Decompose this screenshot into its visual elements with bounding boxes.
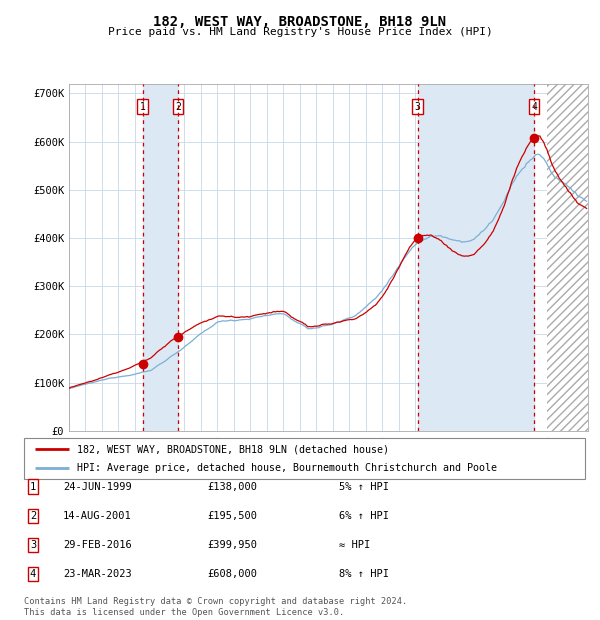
Text: 1: 1 <box>140 102 146 112</box>
Text: Price paid vs. HM Land Registry's House Price Index (HPI): Price paid vs. HM Land Registry's House … <box>107 27 493 37</box>
Text: 4: 4 <box>30 569 36 579</box>
Text: £608,000: £608,000 <box>207 569 257 579</box>
Text: 14-AUG-2001: 14-AUG-2001 <box>63 511 132 521</box>
Text: 24-JUN-1999: 24-JUN-1999 <box>63 482 132 492</box>
Text: 182, WEST WAY, BROADSTONE, BH18 9LN: 182, WEST WAY, BROADSTONE, BH18 9LN <box>154 16 446 30</box>
Text: 3: 3 <box>30 540 36 550</box>
Bar <box>143 84 178 431</box>
Text: £399,950: £399,950 <box>207 540 257 550</box>
Text: 2: 2 <box>175 102 181 112</box>
Text: 182, WEST WAY, BROADSTONE, BH18 9LN (detached house): 182, WEST WAY, BROADSTONE, BH18 9LN (det… <box>77 444 389 454</box>
Text: £195,500: £195,500 <box>207 511 257 521</box>
FancyBboxPatch shape <box>24 438 585 479</box>
Text: 23-MAR-2023: 23-MAR-2023 <box>63 569 132 579</box>
Text: 6% ↑ HPI: 6% ↑ HPI <box>339 511 389 521</box>
Text: 3: 3 <box>415 102 421 112</box>
Text: £138,000: £138,000 <box>207 482 257 492</box>
Text: 5% ↑ HPI: 5% ↑ HPI <box>339 482 389 492</box>
Text: 2: 2 <box>30 511 36 521</box>
Text: ≈ HPI: ≈ HPI <box>339 540 370 550</box>
Text: HPI: Average price, detached house, Bournemouth Christchurch and Poole: HPI: Average price, detached house, Bour… <box>77 463 497 473</box>
Bar <box>418 84 534 431</box>
Text: 8% ↑ HPI: 8% ↑ HPI <box>339 569 389 579</box>
Bar <box>547 45 596 431</box>
Text: 1: 1 <box>30 482 36 492</box>
Text: Contains HM Land Registry data © Crown copyright and database right 2024.
This d: Contains HM Land Registry data © Crown c… <box>24 598 407 617</box>
Text: 4: 4 <box>531 102 537 112</box>
Text: 29-FEB-2016: 29-FEB-2016 <box>63 540 132 550</box>
